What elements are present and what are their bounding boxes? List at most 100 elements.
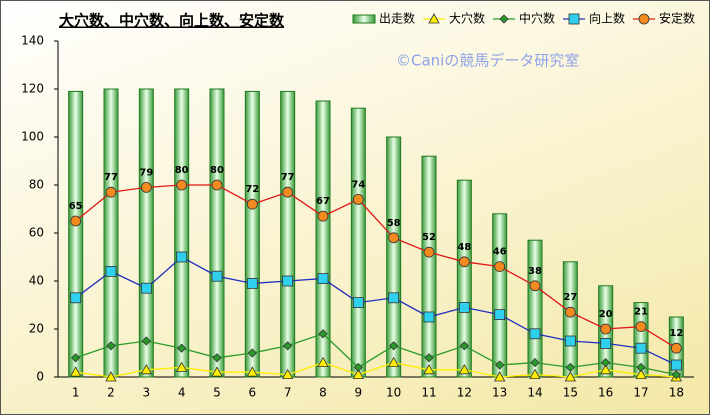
bar <box>209 88 225 378</box>
marker <box>600 323 612 335</box>
y-tick-label: 40 <box>29 274 44 288</box>
value-label: 12 <box>669 328 683 339</box>
x-tick-label: 14 <box>527 386 542 400</box>
legend-marker <box>428 13 440 24</box>
x-tick-label: 6 <box>249 386 257 400</box>
value-label: 38 <box>528 266 542 277</box>
y-tick-label: 100 <box>21 130 44 144</box>
marker <box>458 301 470 313</box>
marker <box>423 311 435 323</box>
marker <box>564 306 576 318</box>
marker <box>283 341 293 351</box>
legend-marker <box>568 13 580 25</box>
marker <box>529 280 541 292</box>
marker <box>458 256 470 268</box>
x-tick-label: 1 <box>72 386 80 400</box>
marker <box>317 210 329 222</box>
x-tick-label: 17 <box>633 386 648 400</box>
marker <box>529 328 541 340</box>
legend-label: 中穴数 <box>519 11 555 26</box>
marker <box>635 342 647 354</box>
marker <box>352 368 365 380</box>
legend-marker <box>638 13 650 25</box>
value-label: 77 <box>104 172 118 183</box>
bar <box>421 155 437 378</box>
marker <box>564 371 577 382</box>
marker <box>671 370 681 380</box>
bar <box>244 90 260 378</box>
x-tick-label: 2 <box>107 386 115 400</box>
bar <box>386 136 402 378</box>
value-label: 74 <box>351 179 365 190</box>
legend-label: 出走数 <box>379 11 415 26</box>
marker <box>494 309 506 321</box>
legend-label: 安定数 <box>659 11 695 26</box>
marker <box>246 198 258 210</box>
marker <box>494 261 506 273</box>
x-tick-label: 4 <box>178 386 186 400</box>
marker <box>282 186 294 198</box>
value-label: 77 <box>281 172 295 183</box>
marker <box>318 329 328 339</box>
marker <box>211 179 223 191</box>
y-tick-label: 120 <box>21 82 44 96</box>
value-label: 20 <box>599 309 613 320</box>
value-label: 79 <box>139 167 153 178</box>
marker <box>211 270 223 282</box>
legend-label: 大穴数 <box>449 11 485 26</box>
x-tick-label: 8 <box>319 386 327 400</box>
bar <box>138 88 154 378</box>
marker <box>493 371 506 382</box>
marker <box>140 181 152 193</box>
marker <box>70 292 82 304</box>
marker <box>141 336 151 346</box>
bar <box>280 90 296 378</box>
x-tick-label: 16 <box>598 386 613 400</box>
marker <box>246 366 259 377</box>
legend-swatch <box>352 14 376 24</box>
marker <box>530 358 540 368</box>
marker <box>670 342 682 354</box>
legend-label: 向上数 <box>589 11 625 26</box>
marker <box>211 366 223 377</box>
x-tick-label: 13 <box>492 386 507 400</box>
x-tick-label: 12 <box>457 386 472 400</box>
chart-title: 大穴数、中穴数、向上数、安定数 <box>59 12 285 30</box>
marker <box>246 277 258 289</box>
bar <box>68 90 84 378</box>
x-tick-label: 3 <box>143 386 151 400</box>
marker <box>601 358 611 368</box>
marker <box>565 362 575 372</box>
value-label: 80 <box>175 165 189 176</box>
marker <box>317 356 329 368</box>
series-line <box>75 361 677 378</box>
marker <box>387 356 400 368</box>
value-label: 27 <box>563 292 577 303</box>
y-tick-label: 0 <box>36 370 44 384</box>
x-tick-label: 10 <box>386 386 401 400</box>
value-label: 80 <box>210 165 224 176</box>
marker <box>282 275 294 287</box>
bar <box>492 213 508 378</box>
marker <box>424 353 434 363</box>
value-label: 67 <box>316 196 330 207</box>
y-tick-label: 20 <box>29 322 44 336</box>
value-label: 21 <box>634 307 648 318</box>
marker <box>247 348 257 358</box>
bar <box>527 239 543 378</box>
marker <box>212 353 222 363</box>
marker <box>70 215 82 227</box>
bar <box>103 88 119 378</box>
bar <box>350 107 366 378</box>
marker <box>564 335 576 347</box>
marker <box>635 321 647 333</box>
marker <box>105 265 117 277</box>
bar <box>562 261 578 378</box>
bar <box>174 88 190 378</box>
marker <box>281 368 294 380</box>
marker <box>105 186 117 198</box>
marker <box>600 337 612 349</box>
marker <box>423 363 435 375</box>
